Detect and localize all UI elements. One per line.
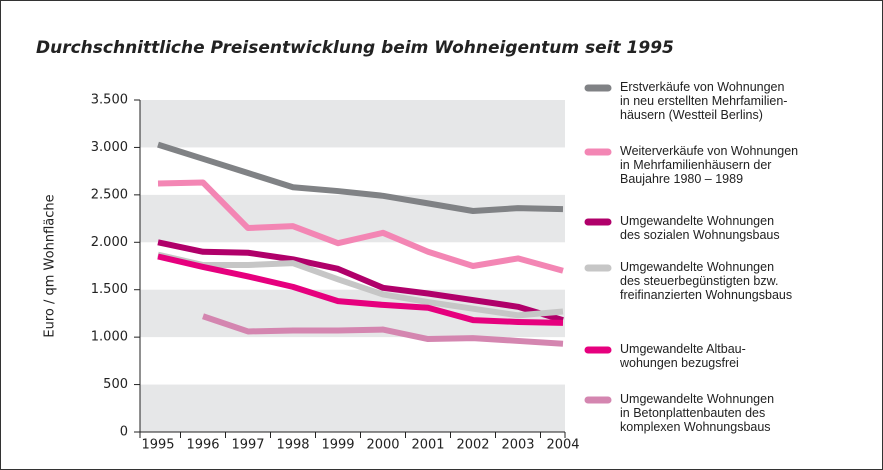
x-tick-label: 2000	[366, 438, 399, 453]
legend-label: Umgewandelte Wohnungen in Betonplattenba…	[620, 392, 775, 434]
series-line	[157, 253, 564, 326]
series-line	[157, 141, 564, 214]
y-tick-label: 500	[103, 377, 128, 392]
x-tick-label: 2001	[411, 438, 444, 453]
y-axis-label: Euro / qm Wohnfläche	[43, 194, 58, 337]
band	[140, 194, 565, 243]
legend-label: Umgewandelte Wohnungen des steuerbegünst…	[620, 260, 793, 302]
series-line	[157, 251, 564, 319]
x-tick-label: 2004	[546, 438, 579, 453]
x-tick-label: 1996	[186, 438, 219, 453]
y-tick-label: 1.000	[91, 330, 128, 345]
y-tick-label: 1.500	[91, 282, 128, 297]
x-tick-label: 2003	[501, 438, 534, 453]
legend-label: Erstverkäufe von Wohnungen in neu erstel…	[620, 80, 788, 122]
band	[140, 384, 565, 432]
y-tick-label: 0	[120, 425, 128, 440]
legend-label: Umgewandelte Altbau- wohungen bezugsfrei	[620, 342, 746, 370]
y-tick-label: 3.500	[91, 93, 128, 108]
series-line	[157, 179, 564, 274]
x-tick-label: 1999	[321, 438, 354, 453]
y-tick-label: 2.500	[91, 187, 128, 202]
x-tick-label: 1997	[231, 438, 264, 453]
chart-title: Durchschnittliche Preisentwicklung beim …	[36, 38, 674, 58]
y-tick-label: 3.000	[91, 140, 128, 155]
series-line	[202, 313, 564, 347]
y-tick-label: 2.000	[91, 235, 128, 250]
band	[140, 100, 565, 148]
legend-label: Umgewandelte Wohnungen des sozialen Wohn…	[620, 214, 780, 242]
legend-label: Weiterverkäufe von Wohnungen in Mehrfami…	[620, 144, 799, 186]
series-line	[157, 239, 564, 323]
x-tick-label: 2002	[456, 438, 489, 453]
x-tick-label: 1998	[276, 438, 309, 453]
x-tick-label: 1995	[141, 438, 174, 453]
